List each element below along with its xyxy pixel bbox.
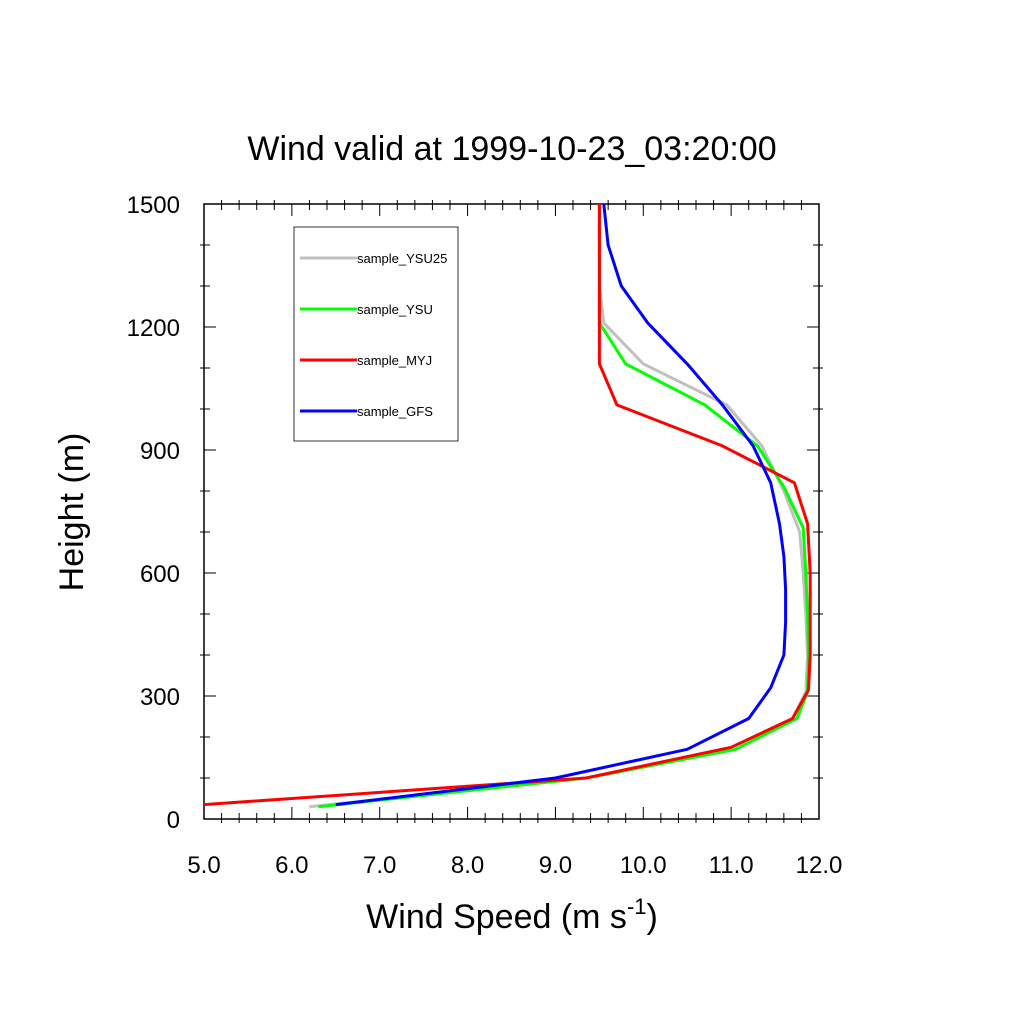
y-tick-label: 900 [140, 438, 180, 465]
x-axis-label: Wind Speed (m s-1) [366, 894, 658, 936]
axis-ticks [200, 200, 823, 823]
series-lines [203, 203, 812, 809]
legend-box [293, 226, 459, 442]
legend-label: sample_YSU [357, 302, 433, 317]
legend-label: sample_MYJ [357, 353, 432, 368]
y-tick-labels: 0 300 600 900 1200 1500 [127, 192, 180, 834]
series-line-sample-gfs [335, 203, 788, 807]
legend: sample_YSU25 sample_YSU sample_MYJ sample_G… [293, 226, 459, 442]
x-tick-label: 10.0 [620, 852, 667, 879]
legend-label: sample_YSU25 [357, 251, 447, 266]
x-tick-label: 11.0 [709, 852, 754, 879]
x-tick-label: 5.0 [187, 852, 220, 879]
legend-label: sample_GFS [357, 404, 433, 419]
x-tick-label: 7.0 [363, 852, 396, 879]
x-tick-label: 6.0 [275, 852, 308, 879]
x-axis-label-superscript: -1 [627, 894, 647, 919]
x-axis-label-suffix: ) [647, 898, 658, 936]
plot-frame [203, 203, 820, 820]
x-tick-label: 9.0 [539, 852, 572, 879]
x-tick-label: 12.0 [796, 852, 843, 879]
x-tick-labels: 5.0 6.0 7.0 8.0 9.0 10.0 11.0 12.0 [187, 852, 842, 879]
y-tick-label: 1200 [127, 315, 180, 342]
series-line-sample-myj [203, 204, 812, 807]
y-tick-label: 300 [140, 684, 180, 711]
y-tick-label: 600 [140, 561, 180, 588]
plot-area: 5.0 6.0 7.0 8.0 9.0 10.0 11.0 12.0 0 300 600 900 12… [127, 192, 843, 879]
y-tick-label: 1500 [127, 192, 180, 219]
x-tick-label: 8.0 [451, 852, 484, 879]
x-axis-label-main: Wind Speed (m s [366, 898, 627, 936]
y-tick-label: 0 [167, 807, 180, 834]
y-axis-label: Height (m) [53, 433, 91, 592]
legend-items: sample_YSU25 sample_YSU sample_MYJ sample_G… [300, 251, 447, 419]
chart-title: Wind valid at 1999-10-23_03:20:00 [247, 130, 776, 168]
